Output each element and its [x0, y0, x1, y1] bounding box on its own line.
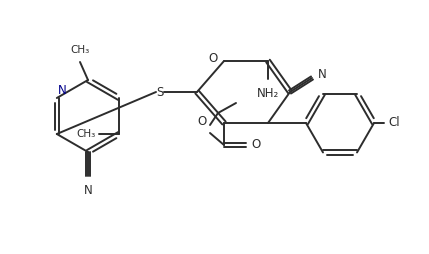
Text: Cl: Cl — [388, 117, 400, 130]
Text: S: S — [156, 86, 164, 99]
Text: NH₂: NH₂ — [257, 87, 279, 100]
Text: CH₃: CH₃ — [76, 129, 95, 139]
Text: N: N — [58, 84, 66, 97]
Text: CH₃: CH₃ — [70, 45, 90, 55]
Text: O: O — [209, 53, 218, 66]
Text: N: N — [318, 68, 327, 81]
Text: N: N — [84, 184, 92, 197]
Text: O: O — [251, 138, 260, 151]
Text: O: O — [198, 115, 207, 128]
